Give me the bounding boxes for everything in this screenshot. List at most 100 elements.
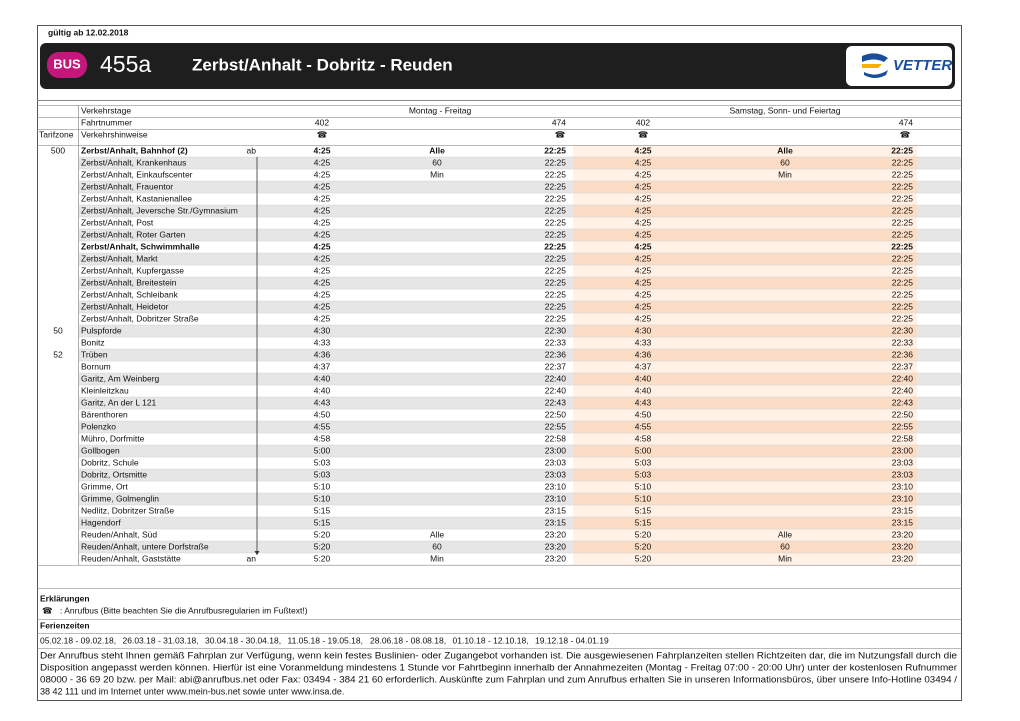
time: 4:36	[314, 349, 331, 359]
weekend-shade	[573, 481, 917, 493]
time: 22:36	[545, 349, 567, 359]
stop-name: Bornum	[81, 361, 111, 371]
weekend-shade	[573, 205, 917, 217]
weekend-shade	[573, 397, 917, 409]
time: 5:20	[314, 529, 331, 539]
time: 22:25	[545, 265, 567, 275]
time: 4:25	[635, 157, 652, 167]
time: 22:37	[892, 361, 914, 371]
hint-icon: ☎	[555, 129, 566, 139]
time: 23:15	[545, 517, 567, 527]
note: Min	[430, 169, 444, 179]
stop-name: Garitz, Am Weinberg	[81, 373, 160, 383]
time: 4:40	[314, 385, 331, 395]
time: 5:20	[635, 529, 652, 539]
time: 4:25	[635, 289, 652, 299]
time: 4:40	[635, 373, 652, 383]
arrow-head	[254, 551, 260, 555]
time: 22:25	[891, 241, 913, 251]
time: 4:30	[635, 325, 652, 335]
note: Alle	[429, 145, 445, 155]
logo-text: VETTER	[893, 57, 952, 74]
weekend-shade	[573, 193, 917, 205]
stop-name: Hagendorf	[81, 517, 121, 527]
time: 22:50	[545, 409, 567, 419]
time: 4:40	[314, 373, 331, 383]
footnote-line: 38 42 111 und im Internet unter www.mein…	[40, 686, 344, 696]
note: Alle	[430, 529, 444, 539]
trip-number: 474	[899, 117, 913, 127]
holiday: 28.06.18 - 08.08.18,	[370, 635, 446, 645]
time: 22:37	[545, 361, 567, 371]
time: 4:25	[314, 217, 331, 227]
time: 23:00	[545, 445, 567, 455]
time: 22:25	[545, 253, 567, 263]
time: 22:33	[545, 337, 567, 347]
time: 4:33	[314, 337, 331, 347]
logo-stripe	[862, 64, 882, 68]
time: 23:10	[892, 493, 914, 503]
time: 22:40	[545, 373, 567, 383]
stop-name: Zerbst/Anhalt, Einkaufscenter	[81, 169, 193, 179]
stop-name: Trüben	[81, 349, 108, 359]
notes-title: Erklärungen	[40, 593, 90, 603]
time: 22:43	[545, 397, 567, 407]
stop-name: Zerbst/Anhalt, Krankenhaus	[81, 157, 186, 167]
holiday: 11.05.18 - 19.05.18,	[288, 635, 363, 645]
holiday: 19.12.18 - 04.01.19	[535, 635, 609, 645]
weekend-shade	[573, 157, 917, 169]
header-row	[78, 105, 962, 141]
time: 22:25	[892, 217, 914, 227]
weekend-shade	[573, 301, 917, 313]
weekend-shade	[573, 253, 917, 265]
zone: 500	[51, 145, 65, 155]
time: 22:25	[545, 229, 567, 239]
weekend-shade	[573, 145, 917, 157]
time: 22:25	[545, 205, 567, 215]
note: Alle	[777, 145, 793, 155]
time: 4:58	[635, 433, 652, 443]
stop-name: Zerbst/Anhalt, Breitestein	[81, 277, 177, 287]
time: 4:58	[314, 433, 331, 443]
time: 23:10	[545, 493, 567, 503]
time: 5:15	[314, 517, 331, 527]
holiday: 30.04.18 - 30.04.18,	[205, 635, 281, 645]
time: 5:10	[635, 493, 652, 503]
note: Min	[778, 169, 792, 179]
time: 22:43	[892, 397, 914, 407]
time: 5:03	[314, 469, 331, 479]
time: 5:15	[635, 505, 652, 515]
time: 22:25	[892, 289, 914, 299]
stop-name: Dobritz, Schule	[81, 457, 139, 467]
time: 23:00	[892, 445, 914, 455]
time: 5:03	[314, 457, 331, 467]
stop-name: Nedlitz, Dobritzer Straße	[81, 505, 174, 515]
label: Verkehrshinweise	[81, 129, 148, 139]
logo-swoosh	[864, 70, 888, 78]
time: 4:25	[635, 217, 652, 227]
time: 5:10	[314, 493, 331, 503]
time: 23:03	[892, 469, 914, 479]
time: 23:20	[892, 553, 914, 563]
time: 23:10	[892, 481, 914, 491]
time: 22:25	[545, 277, 567, 287]
weekend-shade	[573, 541, 917, 553]
time: 22:25	[892, 157, 914, 167]
time: 23:10	[545, 481, 567, 491]
time: 22:40	[892, 373, 914, 383]
time: 4:25	[635, 265, 652, 275]
stop-name: Zerbst/Anhalt, Schleibank	[81, 289, 179, 299]
weekend-shade	[573, 325, 917, 337]
time: 4:25	[635, 277, 652, 287]
time: 23:15	[892, 505, 914, 515]
badge-text: BUS	[53, 56, 81, 71]
time: 23:03	[545, 469, 567, 479]
time: 4:40	[635, 385, 652, 395]
time: 4:55	[314, 421, 331, 431]
zone: 50	[53, 325, 63, 335]
time: 22:25	[545, 193, 567, 203]
stop-name: Bonitz	[81, 337, 105, 347]
stop-name: Polenzko	[81, 421, 116, 431]
stop-name: Dobritz, Ortsmitte	[81, 469, 147, 479]
